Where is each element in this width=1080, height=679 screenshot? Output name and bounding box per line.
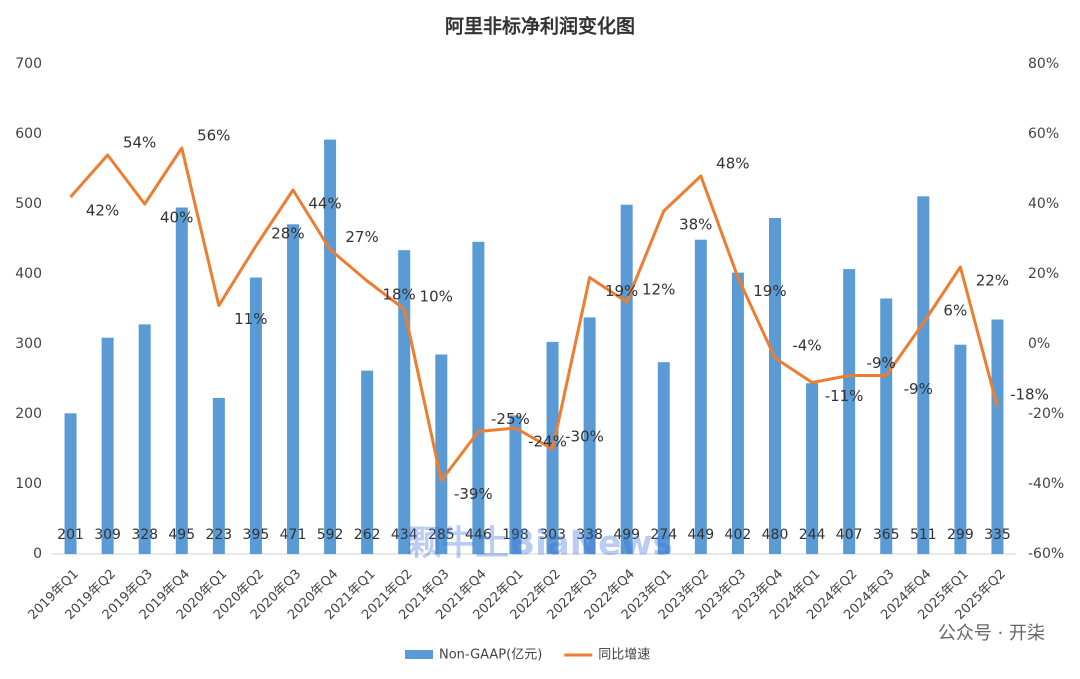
bar — [361, 370, 374, 554]
y-tick-label: 100 — [15, 476, 42, 492]
bar — [917, 196, 930, 555]
y2-tick-label: 80% — [1028, 56, 1059, 72]
legend-swatch — [405, 650, 433, 659]
line-value-label: 54% — [123, 134, 156, 152]
line-value-label: 42% — [86, 202, 119, 220]
bar — [880, 298, 893, 554]
watermark: 公众号 · 开柒 — [938, 623, 1045, 644]
y-tick-label: 300 — [15, 336, 42, 352]
bar-value-label: 365 — [873, 527, 900, 543]
line-value-label: 22% — [976, 272, 1009, 290]
line-value-label: -9% — [867, 354, 896, 372]
bar — [101, 337, 114, 554]
line-value-label: -25% — [491, 410, 530, 428]
line-value-label: 18% — [382, 286, 415, 304]
bar — [694, 239, 707, 554]
bar-value-label: 407 — [836, 527, 863, 543]
bar-value-label: 262 — [354, 527, 381, 543]
bar — [249, 277, 262, 554]
line-value-label: 27% — [345, 228, 378, 246]
line-value-label: -9% — [904, 380, 933, 398]
watermark: 颗牛土BiaNews — [407, 524, 673, 564]
line-value-label: 6% — [943, 302, 967, 320]
bar — [954, 344, 967, 554]
y2-tick-label: -40% — [1028, 476, 1064, 492]
line-value-label: -24% — [528, 433, 567, 451]
bar — [64, 413, 77, 554]
bar — [583, 317, 596, 554]
line-value-label: 12% — [642, 281, 675, 299]
chart-title: 阿里非标净利润变化图 — [445, 15, 635, 38]
line-value-label: 11% — [234, 310, 267, 328]
line-value-label: -4% — [792, 337, 821, 355]
line-value-label: 40% — [160, 209, 193, 227]
bar-value-label: 223 — [205, 527, 232, 543]
bar — [843, 269, 856, 554]
y2-tick-label: -20% — [1028, 406, 1064, 422]
line-value-label: 10% — [420, 288, 453, 306]
bar-value-label: 198 — [502, 527, 529, 543]
bar-value-label: 495 — [168, 527, 195, 543]
y-tick-label: 0 — [33, 546, 42, 562]
bar-value-label: 434 — [391, 527, 418, 543]
bar-value-label: 309 — [94, 527, 121, 543]
y2-tick-label: 40% — [1028, 196, 1059, 212]
bar-value-label: 338 — [576, 527, 603, 543]
bar — [435, 354, 448, 554]
bar-value-label: 303 — [539, 527, 566, 543]
bar — [731, 272, 744, 554]
y2-tick-label: 60% — [1028, 126, 1059, 142]
bar-value-label: 402 — [725, 527, 752, 543]
legend-label: Non-GAAP(亿元) — [439, 648, 542, 663]
bar-value-label: 285 — [428, 527, 455, 543]
y2-tick-label: 20% — [1028, 266, 1059, 282]
bar — [657, 362, 670, 554]
bar-value-label: 201 — [57, 527, 84, 543]
bar-value-label: 244 — [799, 527, 826, 543]
line-value-label: -18% — [1010, 386, 1049, 404]
bar-value-label: 335 — [984, 527, 1011, 543]
y-tick-label: 700 — [15, 56, 42, 72]
y2-tick-label: -60% — [1028, 546, 1064, 562]
line-value-label: -39% — [454, 485, 493, 503]
bar — [991, 319, 1004, 554]
y-tick-label: 500 — [15, 196, 42, 212]
bar — [287, 224, 299, 555]
bar-value-label: 274 — [650, 527, 677, 543]
bar — [138, 324, 151, 554]
line-value-label: 48% — [716, 155, 749, 173]
line-value-label: -30% — [565, 428, 604, 446]
y2-tick-label: 0% — [1028, 336, 1050, 352]
bar-value-label: 449 — [687, 527, 714, 543]
bar-value-label: 499 — [613, 527, 640, 543]
line-value-label: 38% — [679, 216, 712, 234]
line-value-label: 19% — [605, 282, 638, 300]
line-value-label: 28% — [271, 225, 304, 243]
legend-label: 同比增速 — [598, 648, 650, 663]
bar-value-label: 446 — [465, 527, 492, 543]
bar — [175, 207, 188, 554]
bar — [509, 415, 522, 554]
y-tick-label: 200 — [15, 406, 42, 422]
bar — [620, 204, 633, 554]
y-tick-label: 400 — [15, 266, 42, 282]
line-value-label: 44% — [308, 195, 341, 213]
bar — [472, 241, 485, 555]
line-value-label: 56% — [197, 127, 230, 145]
bar-value-label: 480 — [762, 527, 789, 543]
bar — [212, 397, 225, 554]
bar-value-label: 471 — [280, 527, 307, 543]
bar-value-label: 592 — [317, 527, 344, 543]
line-value-label: -11% — [825, 387, 864, 405]
y-tick-label: 600 — [15, 126, 42, 142]
bar-value-label: 395 — [243, 527, 270, 543]
bar — [806, 383, 819, 554]
line — [69, 146, 999, 482]
bar-value-label: 299 — [947, 527, 974, 543]
line-value-label: 19% — [753, 282, 786, 300]
bar-value-label: 511 — [910, 527, 937, 543]
bar-value-label: 328 — [131, 527, 158, 543]
bar — [769, 218, 781, 554]
